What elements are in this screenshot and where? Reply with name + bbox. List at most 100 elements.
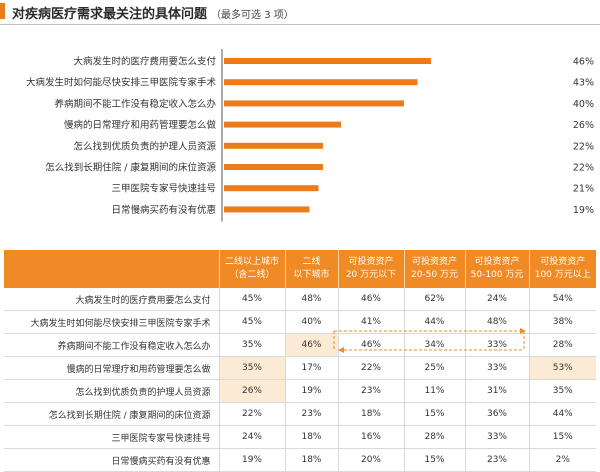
table-cell: 17% xyxy=(284,356,338,380)
table-row: 慢病的日常理疗和用药管理要怎么做 35% 17% 22% 25% 33% 53% xyxy=(4,356,596,380)
row-label: 日常慢病买药有没有优惠 xyxy=(4,448,219,472)
table-cell: 46% xyxy=(337,288,404,311)
row-label: 慢病的日常理疗和用药管理要怎么做 xyxy=(4,356,219,380)
table-cell: 33% xyxy=(464,356,529,380)
table-cell: 41% xyxy=(337,310,404,334)
bar xyxy=(224,79,418,86)
table-cell: 33% xyxy=(464,425,529,449)
category-label: 日常慢病买药有没有优惠 xyxy=(111,204,216,216)
bar-chart: 大病发生时的医疗费用要怎么支付 46% 大病发生时如何能尽快安排三甲医院专家手术 43… xyxy=(26,49,594,222)
row-label: 怎么找到长期住院 / 康复期间的床位资源 xyxy=(4,402,219,426)
table-cell: 28% xyxy=(528,333,596,357)
table-cell: 53% xyxy=(528,356,596,380)
row-label: 大病发生时如何能尽快安排三甲医院专家手术 xyxy=(4,310,219,334)
table-cell: 23% xyxy=(284,402,338,426)
table-cell: 18% xyxy=(284,448,338,472)
bar xyxy=(224,142,323,149)
table-cell: 34% xyxy=(403,333,465,357)
category-label: 怎么找到长期住院 / 康复期间的床位资源 xyxy=(45,162,216,174)
table-cell: 45% xyxy=(218,310,285,334)
bar xyxy=(224,58,431,64)
bar xyxy=(224,185,319,192)
table-cell: 62% xyxy=(403,288,465,311)
table-row: 养病期间不能工作没有稳定收入怎么办 35% 46% 46% 34% 33% 28% xyxy=(4,333,596,357)
table-row: 怎么找到优质负责的护理人员资源 26% 19% 23% 11% 31% 35% xyxy=(4,379,596,403)
table-cell: 15% xyxy=(528,425,596,449)
category-label: 大病发生时的医疗费用要怎么支付 xyxy=(73,56,216,68)
table-cell: 45% xyxy=(218,288,285,311)
value-label: 43% xyxy=(573,78,594,89)
page-title-note: （最多可选 3 项） xyxy=(211,10,294,21)
table-row: 怎么找到长期住院 / 康复期间的床位资源 22% 23% 18% 15% 36% 44% xyxy=(4,402,596,426)
row-label: 养病期间不能工作没有稳定收入怎么办 xyxy=(4,333,219,357)
value-label: 21% xyxy=(573,184,594,195)
table-cell: 25% xyxy=(403,356,465,380)
table-cell: 11% xyxy=(403,379,465,403)
table-header-cell: 二线 以下城市 xyxy=(284,250,338,288)
table-cell: 40% xyxy=(284,310,338,334)
table-cell: 33% xyxy=(464,333,529,357)
table-cell: 19% xyxy=(284,379,338,403)
table-cell: 23% xyxy=(337,379,404,403)
category-label: 慢病的日常理疗和用药管理要怎么做 xyxy=(64,119,217,131)
row-label: 三甲医院专家号快速挂号 xyxy=(4,425,219,449)
breakdown-table: 二线以上城市 （含二线） 二线 以下城市 可投资资产 20 万元以下 可投资资产 20-50 … xyxy=(4,250,596,472)
value-label: 46% xyxy=(573,57,594,68)
category-label: 怎么找到优质负责的护理人员资源 xyxy=(73,140,216,152)
table-cell: 26% xyxy=(218,379,285,403)
title-accent-bar xyxy=(0,3,5,19)
table-cell: 28% xyxy=(403,425,465,449)
page-title-text: 对疾病医疗需求最关注的具体问题 xyxy=(12,7,208,22)
page-title: 对疾病医疗需求最关注的具体问题 （最多可选 3 项） xyxy=(12,3,294,22)
table-cell: 18% xyxy=(284,425,338,449)
table-cell: 22% xyxy=(337,356,404,380)
table-cell: 18% xyxy=(337,402,404,426)
title-divider xyxy=(0,24,600,25)
value-label: 26% xyxy=(573,120,594,131)
table-cell: 15% xyxy=(403,402,465,426)
table-cell: 2% xyxy=(528,448,596,472)
table-header-row: 二线以上城市 （含二线） 二线 以下城市 可投资资产 20 万元以下 可投资资产 20-50 … xyxy=(4,250,596,288)
title-bar: 对疾病医疗需求最关注的具体问题 （最多可选 3 项） xyxy=(0,0,600,24)
table-cell: 16% xyxy=(337,425,404,449)
table-cell: 15% xyxy=(403,448,465,472)
bar xyxy=(224,164,323,170)
value-label: 19% xyxy=(573,205,594,216)
row-label: 怎么找到优质负责的护理人员资源 xyxy=(4,379,219,403)
table-header-corner xyxy=(4,250,219,288)
table-cell: 24% xyxy=(218,425,285,449)
table-row: 三甲医院专家号快速挂号 24% 18% 16% 28% 33% 15% xyxy=(4,425,596,449)
row-label: 大病发生时的医疗费用要怎么支付 xyxy=(4,288,219,311)
table-header-cell: 可投资资产 20-50 万元 xyxy=(403,250,465,288)
category-label: 三甲医院专家号快速挂号 xyxy=(111,183,216,195)
category-label: 养病期间不能工作没有稳定收入怎么办 xyxy=(54,98,216,110)
table-cell: 36% xyxy=(464,402,529,426)
table-cell: 24% xyxy=(464,288,529,311)
table-header-cell: 可投资资产 100 万元以上 xyxy=(528,250,596,288)
table-cell: 54% xyxy=(528,288,596,311)
table-row: 日常慢病买药有没有优惠 19% 18% 20% 15% 23% 2% xyxy=(4,448,596,472)
table-cell: 38% xyxy=(528,310,596,334)
value-label: 40% xyxy=(573,99,594,110)
table-header-cell: 可投资资产 50-100 万元 xyxy=(464,250,529,288)
table-cell: 22% xyxy=(218,402,285,426)
table-cell: 46% xyxy=(337,333,404,357)
table-cell: 35% xyxy=(528,379,596,403)
table-cell: 48% xyxy=(284,288,338,311)
table-cell: 46% xyxy=(284,333,338,357)
table-cell: 31% xyxy=(464,379,529,403)
table-body: 大病发生时的医疗费用要怎么支付 45% 48% 46% 62% 24% 54% 大病发生时如何… xyxy=(4,288,596,472)
table-cell: 23% xyxy=(464,448,529,472)
bar xyxy=(224,206,310,213)
table-row: 大病发生时的医疗费用要怎么支付 45% 48% 46% 62% 24% 54% xyxy=(4,288,596,311)
table-cell: 44% xyxy=(528,402,596,426)
bar xyxy=(224,121,341,128)
category-label: 大病发生时如何能尽快安排三甲医院专家手术 xyxy=(26,77,217,89)
table-cell: 19% xyxy=(218,448,285,472)
table-cell: 44% xyxy=(403,310,465,334)
table-row: 大病发生时如何能尽快安排三甲医院专家手术 45% 40% 41% 44% 48% 38% xyxy=(4,310,596,334)
table-cell: 35% xyxy=(218,333,285,357)
bar xyxy=(224,100,404,107)
value-label: 22% xyxy=(573,141,594,152)
table-header-cell: 二线以上城市 （含二线） xyxy=(218,250,285,288)
